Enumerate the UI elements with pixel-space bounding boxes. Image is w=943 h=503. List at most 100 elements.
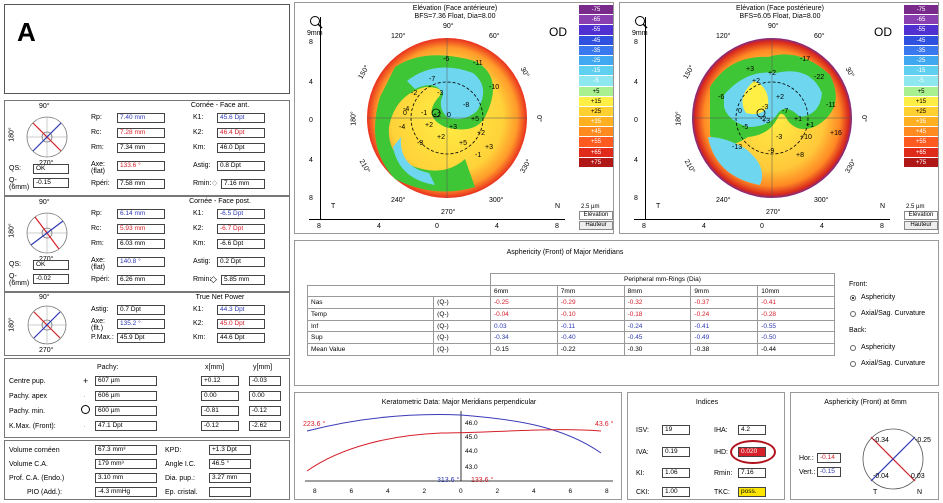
apex-dot-icon: · xyxy=(83,391,86,401)
header-panel: A xyxy=(4,4,290,94)
net-power-section: 90° 180° 270° True Net Power Astig: 0.7 … xyxy=(4,292,290,356)
rmin-value: 5.85 mm xyxy=(221,275,265,285)
ki-label: KI: xyxy=(636,470,645,477)
vol-corneen-value: 67.3 mm³ xyxy=(95,445,157,455)
ytick: 8 xyxy=(634,195,638,202)
cornea-front-section: 90° 180° 270° Cornée - Face ant. Rp: 7.4… xyxy=(4,100,290,196)
asph6-panel: Asphericity (Front) at 6mm Hor.: -0.14 V… xyxy=(790,392,939,500)
radio-back-asphericity[interactable] xyxy=(850,345,856,351)
table-cell: -0.24 xyxy=(623,319,692,333)
kerato-chart: 46.0 45.0 44.0 43.0 8 6 4 2 0 2 4 6 8 xyxy=(305,411,613,495)
xtick: 4 xyxy=(386,488,390,495)
table-cell: -0.25 xyxy=(489,296,558,310)
centre-pup-value: 607 µm xyxy=(95,376,157,386)
k1-value: -6.5 Dpt xyxy=(217,209,265,219)
rm-value: 6.03 mm xyxy=(117,239,165,249)
scale-step: -45 xyxy=(904,35,938,46)
k1-label: K1: xyxy=(193,114,204,121)
qs-label: QS: xyxy=(9,165,22,172)
table-cell: -0.22 xyxy=(556,343,625,356)
radio-front-asphericity[interactable] xyxy=(850,295,856,301)
table-cell: -0.50 xyxy=(757,331,835,345)
map-value: +16 xyxy=(830,130,842,137)
height-button[interactable]: Hauteur xyxy=(904,221,938,230)
deg-240: 240° xyxy=(716,197,731,204)
ep-cristal-value[interactable] xyxy=(209,487,251,497)
col-header: 6mm xyxy=(489,284,558,298)
elevation-map-back: -17 -22 +3 +2 -6 -11 +2 -3 0 -7 +3 +1 +1 -5 +10 +16 -13 -… xyxy=(692,38,852,198)
map-value: +1 xyxy=(794,116,802,123)
map-value: +2 xyxy=(477,130,485,137)
vol-ca-value: 179 mm³ xyxy=(95,459,157,469)
scale-step: -35 xyxy=(579,45,613,56)
q-label: Q- (6mm) xyxy=(9,273,30,287)
xtick: 6 xyxy=(569,488,573,495)
asphericity-circle-icon xyxy=(862,428,924,490)
km-label: Km: xyxy=(193,144,206,151)
q-upper-right: -0.25 xyxy=(915,437,931,444)
astig-value: 0.8 Dpt xyxy=(217,161,265,171)
pachy-section: Pachy: x[mm] y[mm] Centre pup. + 607 µm … xyxy=(4,358,290,438)
q-label: Q- (6mm) xyxy=(9,177,30,191)
ytick: 4 xyxy=(634,79,638,86)
angle-ic-label: Angle I.C. xyxy=(165,461,196,468)
scale-step: +5 xyxy=(579,86,613,97)
nasal-label: N xyxy=(917,489,923,496)
q-lower-right: 0.03 xyxy=(911,473,925,480)
section-title: Cornée - Face ant. xyxy=(190,102,250,109)
k1-label: K1: xyxy=(193,306,204,313)
pmax-value: 45.9 Dpt xyxy=(117,333,165,343)
table-cell: -0.41 xyxy=(757,296,835,310)
scale-step: +25 xyxy=(579,106,613,118)
table-cell: -0.30 xyxy=(623,343,692,356)
map-value: +5 xyxy=(471,116,479,123)
temporal-label: T xyxy=(873,489,878,496)
axis-label-180: 180° xyxy=(8,317,16,332)
map-value: -5 xyxy=(742,124,748,131)
pio-value[interactable]: -4.3 mmHg xyxy=(95,487,157,497)
deg-180: 180° xyxy=(675,111,683,126)
deg-270: 270° xyxy=(766,209,781,216)
nasal-label: N xyxy=(880,203,886,210)
radio-front-curvature[interactable] xyxy=(850,311,856,317)
iha-value: 4.2 xyxy=(738,425,766,435)
map-value: +2 xyxy=(425,122,433,129)
map-value: +8 xyxy=(796,152,804,159)
ep-cristal-label: Ep. cristal. xyxy=(165,489,198,496)
k1-label: K1: xyxy=(193,210,204,217)
rm-label: Rm: xyxy=(91,144,104,151)
map-value: -17 xyxy=(800,56,810,63)
map-value: +1 xyxy=(806,122,814,129)
scale-step: +75 xyxy=(904,157,938,168)
map-title: Elévation (Face postérieure) xyxy=(736,5,824,12)
map-value: +3 xyxy=(762,118,770,125)
radio-label: Asphericity xyxy=(861,344,896,351)
angle-ic-value: 46.5 ° xyxy=(209,459,251,469)
rp-label: Rp: xyxy=(91,114,102,121)
dia-pup-value: 3.27 mm xyxy=(209,473,251,483)
isv-label: ISV: xyxy=(636,427,649,434)
table-row: Nas (Q-) -0.25 -0.29 -0.32 -0.37 -0.41 xyxy=(306,296,835,310)
map-value: +5 xyxy=(459,140,467,147)
k2-label: K2: xyxy=(193,129,204,136)
vol-corneen-label: Volume cornéen xyxy=(9,447,60,454)
k2-value: 45.0 Dpt xyxy=(217,319,265,329)
temporal-label: T xyxy=(331,203,336,210)
elevation-button[interactable]: Elévation xyxy=(579,211,613,220)
table-cell: -0.45 xyxy=(623,331,692,345)
map-value: -1 xyxy=(421,110,427,117)
kpd-label: KPD: xyxy=(165,447,182,454)
table-cell: -0.40 xyxy=(556,331,625,345)
astig-label: Astig: xyxy=(193,258,211,265)
map-value: -3 xyxy=(417,140,423,147)
rc-value: 7.28 mm xyxy=(117,128,165,138)
radio-back-curvature[interactable] xyxy=(850,361,856,367)
map-value: +2 xyxy=(752,78,760,85)
rm-label: Rm: xyxy=(91,240,104,247)
elevation-button[interactable]: Elévation xyxy=(904,211,938,220)
temporal-label: T xyxy=(656,203,661,210)
map-value: +3 xyxy=(746,66,754,73)
asph6-title: Asphericity (Front) at 6mm xyxy=(824,399,907,406)
height-button[interactable]: Hauteur xyxy=(579,221,613,230)
tkc-label: TKC: xyxy=(714,489,730,496)
